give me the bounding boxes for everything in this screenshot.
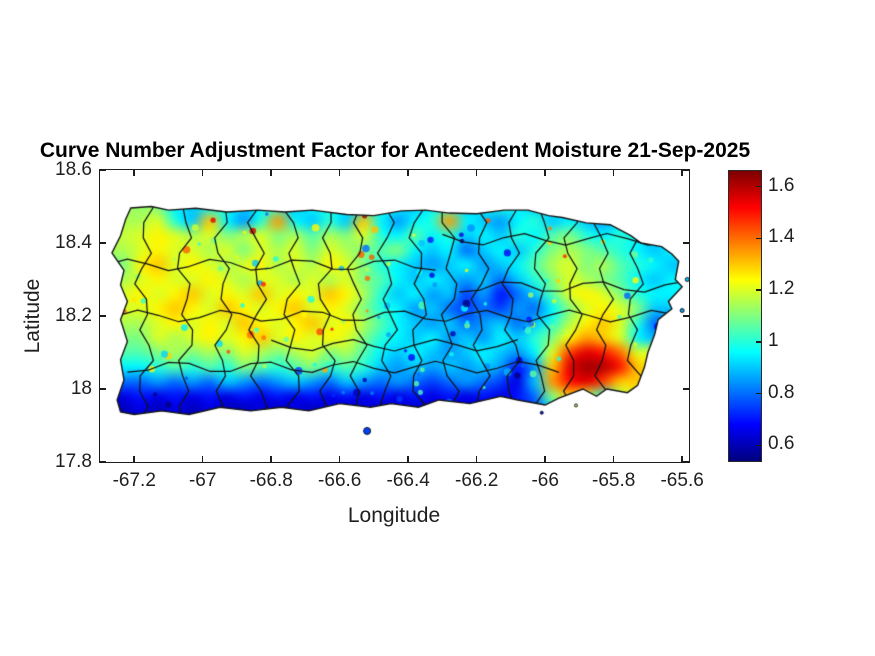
- chart-title: Curve Number Adjustment Factor for Antec…: [39, 139, 751, 162]
- x-tick-label: -66.2: [455, 470, 499, 491]
- x-tick-mark-bottom: [407, 456, 409, 462]
- y-tick-label: 18.6: [55, 159, 92, 180]
- x-tick-mark-bottom: [681, 456, 683, 462]
- x-tick-mark-bottom: [270, 456, 272, 462]
- y-tick-label: 18: [70, 378, 92, 399]
- x-tick-mark-top: [201, 170, 204, 176]
- x-tick-mark-bottom: [201, 456, 204, 462]
- y-tick-mark-left: [100, 388, 106, 390]
- colorbar-gradient-canvas: [729, 171, 761, 461]
- colorbar-tick-mark: [756, 392, 761, 395]
- y-tick-mark-left: [100, 242, 106, 244]
- colorbar-tick-label: 1: [768, 329, 779, 351]
- map-plot-area: [99, 169, 690, 463]
- y-tick-label: 18.2: [55, 305, 92, 326]
- x-tick-mark-top: [407, 170, 409, 176]
- x-tick-label: -67.2: [112, 470, 156, 491]
- colorbar-tick-mark: [756, 185, 761, 188]
- x-tick-mark-top: [681, 170, 683, 176]
- x-tick-mark-top: [612, 170, 615, 176]
- colorbar-tick-label: 0.6: [768, 433, 795, 455]
- x-tick-mark-bottom: [612, 456, 615, 462]
- y-tick-mark-right: [683, 315, 689, 317]
- colorbar: [728, 170, 762, 462]
- y-tick-mark-left: [100, 169, 106, 171]
- x-tick-label: -65.6: [660, 470, 704, 491]
- x-tick-label: -65.8: [592, 470, 636, 491]
- y-tick-mark-right: [683, 169, 689, 171]
- y-tick-mark-left: [100, 461, 106, 463]
- colorbar-tick-label: 1.4: [768, 226, 795, 248]
- x-tick-mark-top: [475, 170, 478, 176]
- x-tick-mark-bottom: [475, 456, 478, 462]
- colorbar-tick-label: 1.6: [768, 174, 795, 196]
- y-tick-mark-right: [683, 388, 689, 390]
- puerto-rico-heatmap-canvas: [100, 170, 689, 462]
- y-tick-label: 17.8: [55, 451, 92, 472]
- x-tick-mark-top: [544, 170, 546, 176]
- x-tick-label: -66.4: [386, 470, 430, 491]
- x-tick-label: -66: [531, 470, 559, 491]
- x-tick-label: -66.8: [249, 470, 293, 491]
- colorbar-tick-label: 0.8: [768, 381, 795, 403]
- colorbar-tick-mark: [756, 289, 761, 291]
- colorbar-tick-label: 1.2: [768, 278, 795, 300]
- x-tick-label: -67: [188, 470, 217, 491]
- x-tick-mark-bottom: [133, 456, 135, 462]
- colorbar-tick-mark: [756, 237, 761, 240]
- y-tick-label: 18.4: [55, 232, 92, 253]
- x-tick-label: -66.6: [318, 470, 362, 491]
- y-tick-mark-right: [683, 461, 689, 463]
- x-axis-label: Longitude: [347, 504, 441, 527]
- y-tick-mark-right: [683, 242, 689, 244]
- y-tick-mark-left: [100, 315, 106, 317]
- x-tick-mark-bottom: [544, 456, 546, 462]
- x-tick-mark-top: [133, 170, 135, 176]
- x-tick-mark-top: [270, 170, 272, 176]
- colorbar-tick-mark: [756, 444, 761, 447]
- colorbar-tick-mark: [756, 341, 761, 343]
- x-tick-mark-top: [338, 170, 341, 176]
- x-tick-mark-bottom: [338, 456, 341, 462]
